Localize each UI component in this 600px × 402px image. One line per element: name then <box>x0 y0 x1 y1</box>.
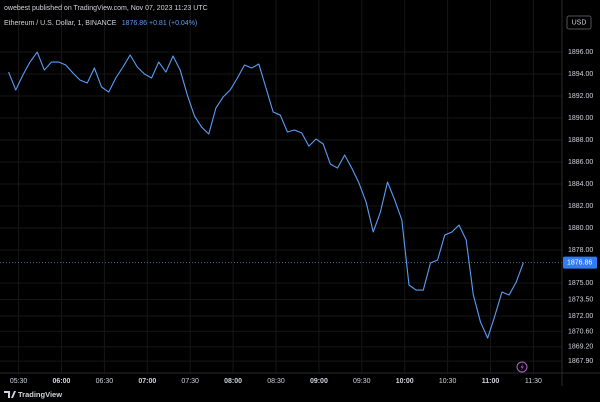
y-tick-label: 1880.00 <box>568 225 593 232</box>
y-tick-label: 1890.00 <box>568 115 593 122</box>
y-tick-label: 1894.00 <box>568 71 593 78</box>
chart-title: Ethereum / U.S. Dollar, 1, BINANCE <box>4 20 117 27</box>
quote: 1876.86 +0.81 (+0.04%) <box>122 20 198 27</box>
y-tick-label: 1896.00 <box>568 49 593 56</box>
y-tick-label: 1884.00 <box>568 181 593 188</box>
publisher-line: owebest published on TradingView.com, No… <box>4 5 208 12</box>
y-tick-label: 1878.00 <box>568 247 593 254</box>
footer <box>0 386 600 402</box>
y-tick-label: 1892.00 <box>568 93 593 100</box>
x-tick-label: 08:00 <box>224 378 242 385</box>
x-tick-label: 06:30 <box>96 378 114 385</box>
y-tick-label: 1888.00 <box>568 137 593 144</box>
x-tick-label: 08:30 <box>267 378 285 385</box>
axes: 1896.00 1894.00 1892.00 1890.00 1888.00 1886.… <box>10 49 597 385</box>
x-tick-label: 07:00 <box>138 378 156 385</box>
grid <box>0 0 562 373</box>
plot <box>0 51 562 339</box>
y-tick-label: 1867.90 <box>568 358 593 365</box>
alert-icon <box>516 361 528 373</box>
x-tick-label: 05:30 <box>10 378 28 385</box>
price-line <box>8 51 524 339</box>
y-tick-label: 1886.00 <box>568 159 593 166</box>
x-tick-label: 07:30 <box>181 378 199 385</box>
y-tick-label: 1872.00 <box>568 313 593 320</box>
x-tick-label: 09:00 <box>310 378 328 385</box>
x-tick-label: 11:30 <box>525 378 542 385</box>
currency: USD <box>572 19 587 26</box>
x-tick-label: 10:30 <box>439 378 457 385</box>
y-tick-label: 1882.00 <box>568 203 593 210</box>
last-price-label: 1876.86 <box>567 259 592 266</box>
y-tick-label: 1869.20 <box>568 344 593 351</box>
brand: TradingView <box>18 390 62 399</box>
x-tick-label: 09:30 <box>353 378 371 385</box>
x-tick-label: 06:00 <box>53 378 71 385</box>
y-tick-label: 1870.60 <box>568 328 593 335</box>
alert-bolt <box>520 363 524 371</box>
brand-logo <box>4 391 16 398</box>
y-tick-label: 1875.00 <box>568 280 593 287</box>
last-price-box <box>563 256 597 269</box>
x-tick-label: 11:00 <box>482 378 500 385</box>
y-tick-label: 1873.50 <box>568 296 593 303</box>
x-tick-label: 10:00 <box>396 378 414 385</box>
currency-box <box>566 15 592 30</box>
